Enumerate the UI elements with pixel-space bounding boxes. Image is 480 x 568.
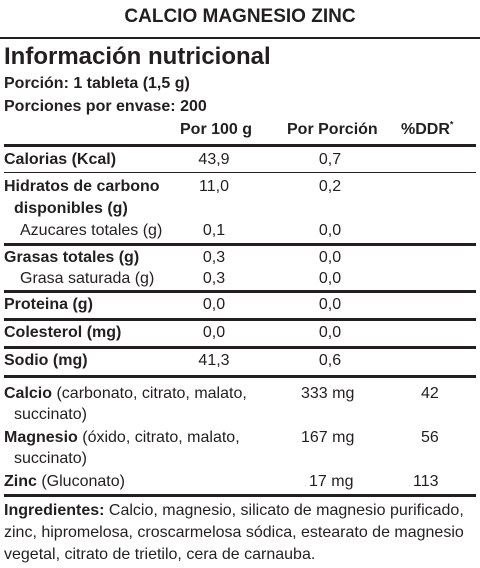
- calcio-ddr: 42: [421, 385, 439, 402]
- divider: [4, 144, 476, 147]
- mineral-label-zinc: Zinc (Gluconato): [4, 472, 125, 492]
- mineral-label-magnesio: Magnesio (óxido, citrato, malato,: [4, 428, 240, 448]
- sodio-per-100g: 41,3: [198, 352, 230, 369]
- magnesio-ddr: 56: [421, 429, 439, 446]
- grasas-per-serving: 0,0: [318, 249, 342, 266]
- ingredients: Ingredientes: Calcio, magnesio, silicato…: [4, 501, 464, 521]
- proteina-per-serving: 0,0: [318, 296, 342, 313]
- ddr-label: %DDR: [401, 121, 450, 138]
- zinc-amount: 17 mg: [309, 473, 354, 490]
- divider: [4, 243, 476, 246]
- zinc-name: Zinc: [4, 473, 37, 490]
- calorias-per-serving: 0,7: [318, 151, 342, 168]
- grasas-per-100g: 0,3: [202, 249, 226, 266]
- proteina-per-100g: 0,0: [202, 296, 226, 313]
- divider: [4, 318, 476, 321]
- colesterol-per-serving: 0,0: [318, 324, 342, 341]
- azucares-per-serving: 0,0: [318, 222, 342, 239]
- nutrition-facts-panel: [0, 37, 480, 568]
- nutrient-label-calorias: Calorias (Kcal): [4, 151, 117, 168]
- grasa-saturada-per-100g: 0,3: [202, 270, 226, 287]
- ingredients-line2: zinc, hipromelosa, croscarmelosa sódica,…: [4, 524, 464, 541]
- zinc-ddr: 113: [413, 473, 439, 490]
- ingredients-line1: Calcio, magnesio, silicato de magnesio p…: [108, 502, 464, 519]
- ddr-footnote-mark: *: [449, 119, 454, 130]
- panel-heading: Información nutricional: [4, 43, 271, 70]
- nutrient-label-sodio: Sodio (mg): [4, 352, 88, 369]
- nutrient-label-azucares: Azucares totales (g): [20, 222, 163, 239]
- hidratos-per-serving: 0,2: [318, 178, 342, 195]
- nutrient-label-colesterol: Colesterol (mg): [4, 324, 122, 341]
- zinc-detail: (Gluconato): [41, 473, 125, 490]
- column-header-per-serving: Por Porción: [287, 121, 378, 138]
- column-header-per-100g: Por 100 g: [180, 121, 253, 138]
- hidratos-per-100g: 11,0: [199, 178, 229, 195]
- ingredients-label: Ingredientes:: [4, 502, 105, 519]
- magnesio-amount: 167 mg: [301, 429, 355, 446]
- nutrient-label-grasa-saturada: Grasa saturada (g): [20, 270, 155, 287]
- calcio-detail: (carbonato, citrato, malato,: [56, 385, 247, 402]
- serving-size: Porción: 1 tableta (1,5 g): [4, 75, 190, 92]
- ingredients-line3: vegetal, citrato de trietilo, cera de ca…: [4, 546, 316, 563]
- calcio-amount: 333 mg: [301, 385, 355, 402]
- grasa-saturada-per-serving: 0,0: [318, 270, 342, 287]
- nutrient-label-grasas: Grasas totales (g): [4, 249, 140, 266]
- calorias-per-100g: 43,9: [198, 151, 230, 168]
- magnesio-detail: (óxido, citrato, malato,: [82, 429, 240, 446]
- azucares-per-100g: 0,1: [202, 222, 226, 239]
- nutrient-label-hidratos: Hidratos de carbono: [4, 178, 160, 195]
- calcio-name: Calcio: [4, 385, 53, 402]
- magnesio-name: Magnesio: [4, 429, 78, 446]
- divider: [4, 346, 476, 349]
- servings-per-container: Porciones por envase: 200: [4, 98, 207, 115]
- divider: [4, 375, 476, 378]
- divider: [4, 494, 476, 497]
- colesterol-per-100g: 0,0: [202, 324, 226, 341]
- product-title: CALCIO MAGNESIO ZINC: [124, 6, 356, 27]
- calcio-detail-cont: succinato): [14, 406, 87, 423]
- nutrient-label-proteina: Proteina (g): [4, 296, 93, 313]
- magnesio-detail-cont: succinato): [14, 450, 87, 467]
- nutrient-label-hidratos-cont: disponibles (g): [14, 200, 128, 217]
- divider: [4, 172, 476, 173]
- mineral-label-calcio: Calcio (carbonato, citrato, malato,: [4, 384, 247, 404]
- divider: [4, 290, 476, 293]
- sodio-per-serving: 0,6: [318, 352, 342, 369]
- column-header-ddr: %DDR*: [401, 120, 453, 140]
